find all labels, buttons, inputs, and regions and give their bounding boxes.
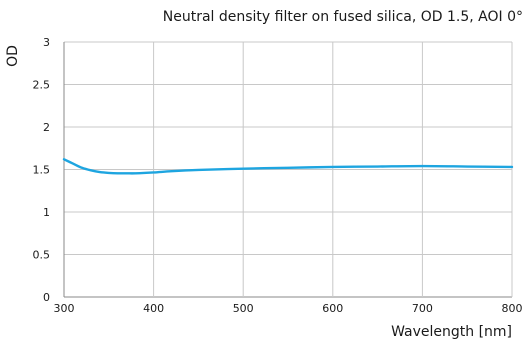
series-layer: [62, 158, 514, 175]
x-tick-label: 600: [322, 302, 343, 315]
y-tick-label: 0.5: [33, 249, 51, 262]
x-tick-label: 700: [412, 302, 433, 315]
y-tick-label: 3: [43, 36, 50, 49]
y-tick-label: 2: [43, 121, 50, 134]
od-series-line: [62, 158, 514, 175]
y-tick-label: 1.5: [33, 164, 51, 177]
x-tick-label: 300: [54, 302, 75, 315]
chart-title: Neutral density filter on fused silica, …: [163, 9, 523, 25]
x-axis-title: Wavelength [nm]: [391, 324, 512, 340]
y-tick-label: 0: [43, 291, 50, 304]
x-tick-label: 500: [233, 302, 254, 315]
y-tick-label: 2.5: [33, 79, 51, 92]
y-axis-title: OD: [5, 45, 21, 67]
tick-labels: 0 0.5 1 1.5 2 2.5 3 300 400 500 600 700 800: [33, 36, 523, 315]
x-tick-label: 400: [143, 302, 164, 315]
grid-lines: [63, 41, 513, 298]
x-tick-label: 800: [502, 302, 523, 315]
y-tick-label: 1: [43, 206, 50, 219]
